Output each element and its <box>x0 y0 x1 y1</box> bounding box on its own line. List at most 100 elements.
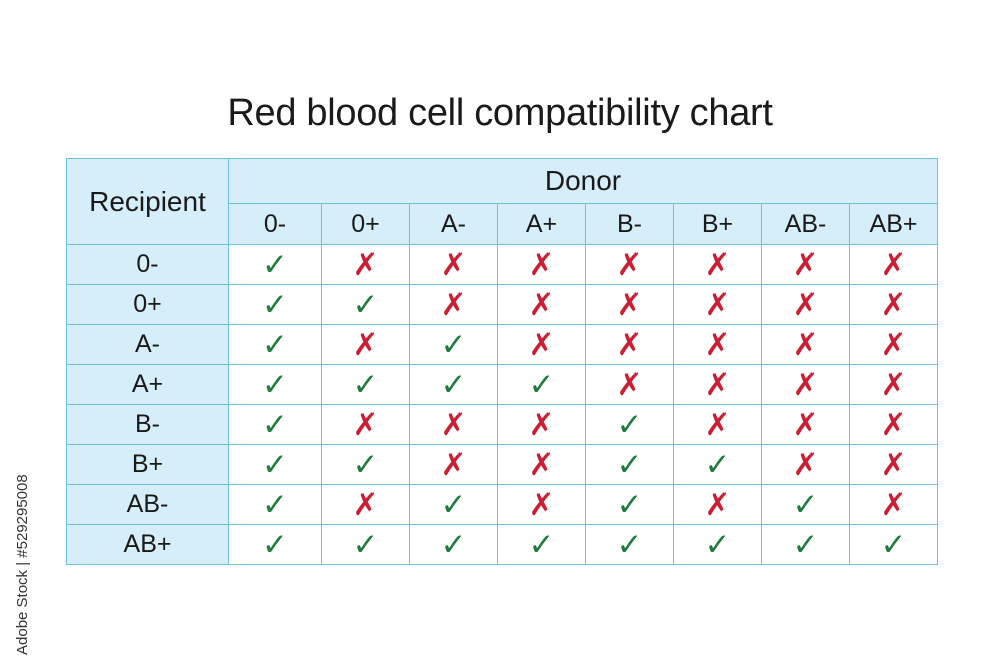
compatibility-cell: ✗ <box>761 244 850 285</box>
compatibility-cell: ✗ <box>409 444 498 485</box>
cross-icon: ✗ <box>616 287 643 322</box>
cross-icon: ✗ <box>352 407 379 442</box>
cross-icon: ✗ <box>528 447 555 482</box>
donor-header: Donor <box>228 158 938 204</box>
cross-icon: ✗ <box>352 247 379 282</box>
table-row: A+ ✓ ✓ ✓ ✓ ✗ ✗ ✗ ✗ <box>66 364 938 405</box>
compatibility-cell: ✗ <box>497 284 586 325</box>
cross-icon: ✗ <box>880 247 907 282</box>
cross-icon: ✗ <box>704 367 731 402</box>
donor-type-2: A- <box>409 203 498 245</box>
cross-icon: ✗ <box>440 447 467 482</box>
compatibility-cell: ✓ <box>228 404 322 445</box>
check-icon: ✓ <box>262 407 288 442</box>
table-row: 0- ✓ ✗ ✗ ✗ ✗ ✗ ✗ ✗ <box>66 244 938 285</box>
compatibility-cell: ✗ <box>497 444 586 485</box>
donor-type-3: A+ <box>497 203 586 245</box>
cross-icon: ✗ <box>792 247 819 282</box>
cross-icon: ✗ <box>880 367 907 402</box>
cross-icon: ✗ <box>704 407 731 442</box>
compatibility-cell: ✓ <box>228 524 322 565</box>
cross-icon: ✗ <box>440 287 467 322</box>
recipient-type: B- <box>66 404 229 445</box>
compatibility-cell: ✓ <box>497 364 586 405</box>
compatibility-cell: ✓ <box>761 484 850 525</box>
compatibility-cell: ✗ <box>849 484 938 525</box>
recipient-type: A+ <box>66 364 229 405</box>
compatibility-cell: ✓ <box>673 444 762 485</box>
compatibility-cell: ✗ <box>585 364 674 405</box>
cross-icon: ✗ <box>704 487 731 522</box>
compatibility-cell: ✗ <box>849 364 938 405</box>
compatibility-cell: ✗ <box>849 444 938 485</box>
compatibility-cell: ✗ <box>761 324 850 365</box>
compatibility-cell: ✓ <box>321 524 410 565</box>
cross-icon: ✗ <box>352 487 379 522</box>
cross-icon: ✗ <box>880 287 907 322</box>
recipient-type: 0+ <box>66 284 229 325</box>
cross-icon: ✗ <box>528 287 555 322</box>
check-icon: ✓ <box>616 447 643 482</box>
recipient-type: A- <box>66 324 229 365</box>
compatibility-cell: ✓ <box>761 524 850 565</box>
stock-id-text: Adobe Stock | #529295008 <box>14 474 31 655</box>
compatibility-cell: ✗ <box>321 404 410 445</box>
donor-type-4: B- <box>585 203 674 245</box>
compatibility-cell: ✗ <box>673 364 762 405</box>
cross-icon: ✗ <box>792 287 819 322</box>
table-body: 0- ✓ ✗ ✗ ✗ ✗ ✗ ✗ ✗ 0+ ✓ ✓ ✗ ✗ ✗ ✗ ✗ ✗ A- ✓ ✗ ✓ ✗ ✗ ✗ ✗ ✗ A+ ✓ ✓ ✓ ✓ ✗ ✗ ✗ ✗… <box>66 244 938 565</box>
cross-icon: ✗ <box>792 367 819 402</box>
compatibility-cell: ✗ <box>409 404 498 445</box>
check-icon: ✓ <box>352 527 379 562</box>
check-icon: ✓ <box>262 327 288 362</box>
compatibility-cell: ✗ <box>673 324 762 365</box>
donor-type-row: 0- 0+ A- A+ B- B+ AB- AB+ <box>67 203 938 245</box>
compatibility-cell: ✓ <box>321 284 410 325</box>
cross-icon: ✗ <box>704 247 731 282</box>
cross-icon: ✗ <box>880 407 907 442</box>
check-icon: ✓ <box>262 527 288 562</box>
check-icon: ✓ <box>262 287 288 322</box>
check-icon: ✓ <box>792 527 819 562</box>
cross-icon: ✗ <box>440 247 467 282</box>
recipient-header: Recipient <box>66 158 229 245</box>
compatibility-cell: ✓ <box>585 404 674 445</box>
cross-icon: ✗ <box>704 287 731 322</box>
cross-icon: ✗ <box>792 327 819 362</box>
compatibility-cell: ✗ <box>849 284 938 325</box>
recipient-type: 0- <box>66 244 229 285</box>
recipient-type: AB- <box>66 484 229 525</box>
check-icon: ✓ <box>616 407 643 442</box>
compatibility-cell: ✗ <box>321 244 410 285</box>
cross-icon: ✗ <box>528 247 555 282</box>
check-icon: ✓ <box>616 527 643 562</box>
cross-icon: ✗ <box>352 327 379 362</box>
compatibility-cell: ✓ <box>585 484 674 525</box>
cross-icon: ✗ <box>880 447 907 482</box>
compatibility-cell: ✗ <box>761 284 850 325</box>
compatibility-table: Recipient Donor 0- 0+ A- A+ B- B+ AB- AB+ 0- ✓ ✗ ✗… <box>66 158 938 565</box>
check-icon: ✓ <box>262 247 288 282</box>
donor-type-0: 0- <box>228 203 322 245</box>
chart-title: Red blood cell compatibility chart <box>227 92 773 134</box>
compatibility-cell: ✗ <box>585 324 674 365</box>
compatibility-cell: ✗ <box>673 244 762 285</box>
check-icon: ✓ <box>704 447 731 482</box>
cross-icon: ✗ <box>792 407 819 442</box>
cross-icon: ✗ <box>528 487 555 522</box>
donor-type-5: B+ <box>673 203 762 245</box>
cross-icon: ✗ <box>880 327 907 362</box>
compatibility-cell: ✗ <box>409 284 498 325</box>
check-icon: ✓ <box>528 527 555 562</box>
compatibility-cell: ✓ <box>849 524 938 565</box>
donor-type-6: AB- <box>761 203 850 245</box>
compatibility-cell: ✗ <box>321 484 410 525</box>
compatibility-cell: ✓ <box>321 364 410 405</box>
compatibility-cell: ✗ <box>673 284 762 325</box>
compatibility-cell: ✗ <box>497 244 586 285</box>
compatibility-cell: ✓ <box>228 284 322 325</box>
cross-icon: ✗ <box>616 247 643 282</box>
compatibility-cell: ✓ <box>585 524 674 565</box>
check-icon: ✓ <box>352 287 379 322</box>
